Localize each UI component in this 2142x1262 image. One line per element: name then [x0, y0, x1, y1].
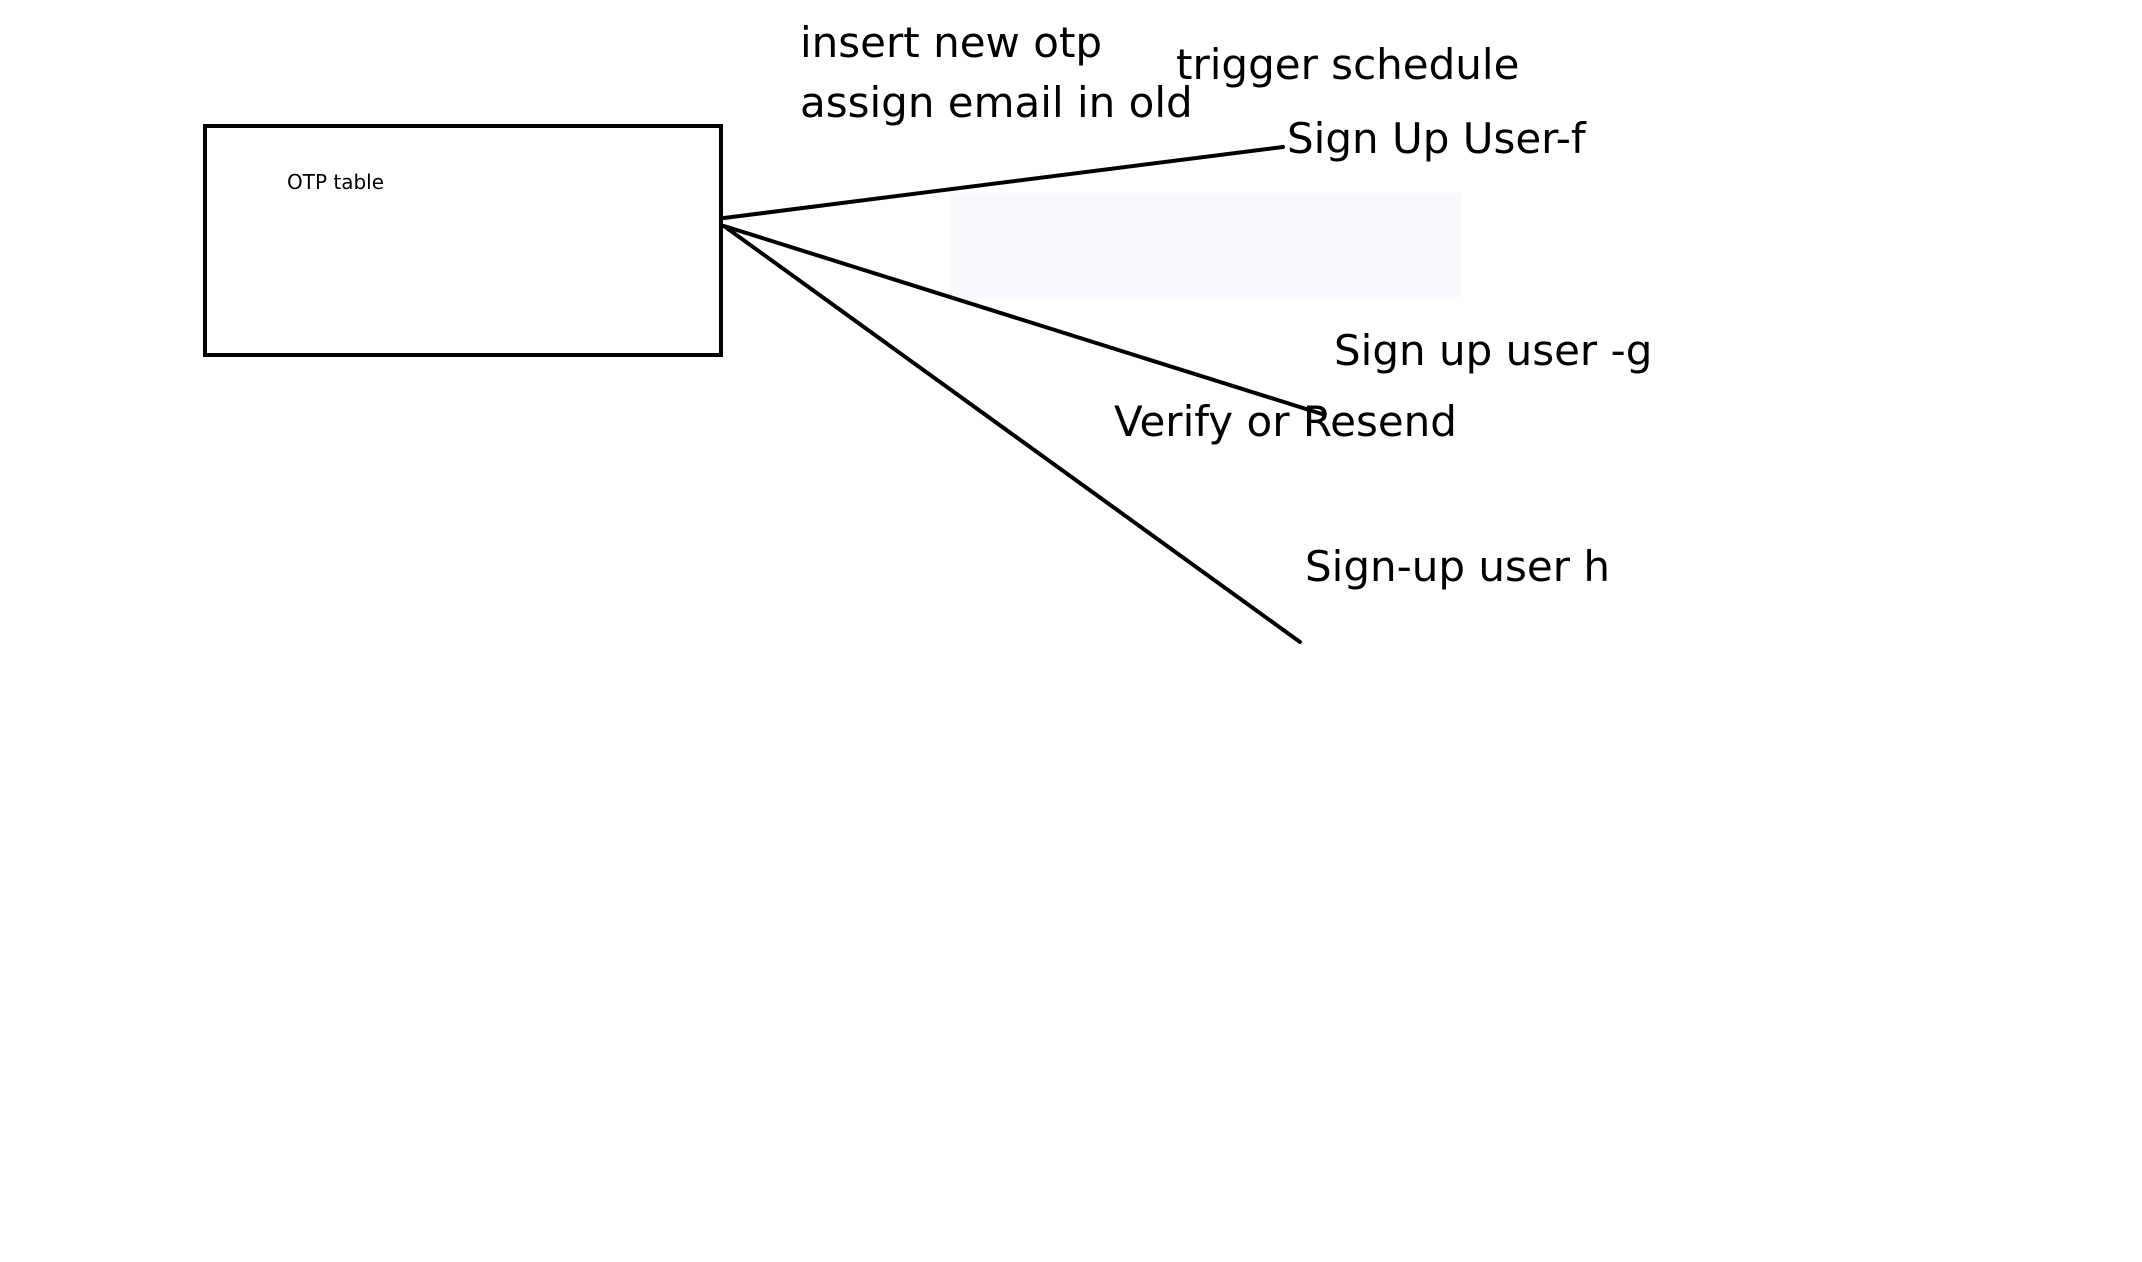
assign-email-label: assign email in old: [800, 78, 1193, 127]
connector-to-sign-up-user-f: [722, 145, 1285, 220]
otp-table-label: OTP table: [287, 170, 385, 194]
connector-to-sign-up-user-g: [722, 224, 1324, 416]
sign-up-user-h-label: Sign-up user h: [1305, 542, 1610, 591]
trigger-schedule-label: trigger schedule: [1176, 40, 1520, 89]
faint-highlight-area: [951, 193, 1461, 297]
connector-to-sign-up-user-h: [722, 224, 1302, 644]
insert-new-otp-label: insert new otp: [800, 18, 1103, 67]
otp-table-box: OTP table: [203, 124, 723, 357]
sign-up-user-f-label: Sign Up User-f: [1287, 114, 1586, 163]
sign-up-user-g-label: Sign up user -g: [1334, 326, 1653, 375]
verify-or-resend-label: Verify or Resend: [1114, 397, 1457, 446]
